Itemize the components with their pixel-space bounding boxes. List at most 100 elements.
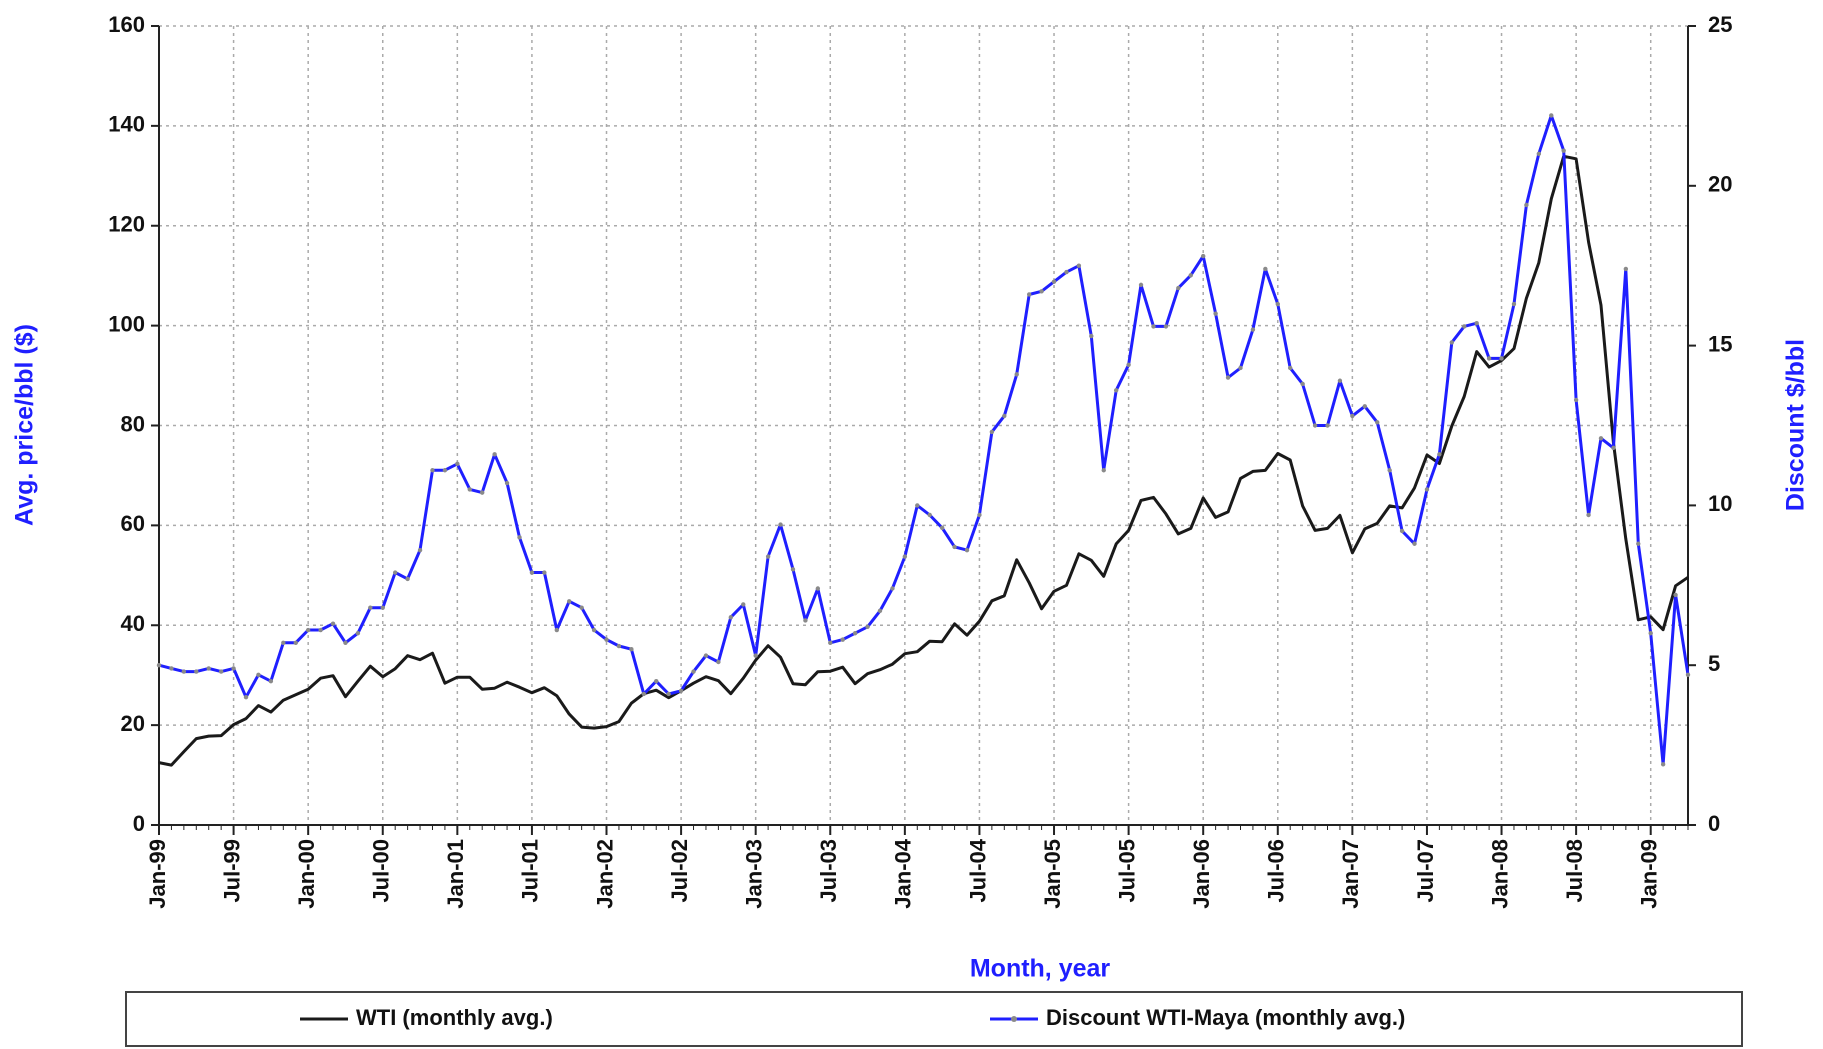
data-point bbox=[1685, 672, 1691, 677]
data-point bbox=[1413, 487, 1416, 489]
data-point bbox=[232, 723, 235, 726]
data-point bbox=[1376, 522, 1379, 525]
data-point bbox=[231, 666, 236, 671]
data-point bbox=[1600, 304, 1602, 306]
data-point bbox=[493, 687, 496, 689]
data-point bbox=[618, 720, 620, 723]
data-point bbox=[730, 692, 732, 695]
data-point bbox=[928, 640, 931, 643]
data-point bbox=[444, 682, 446, 684]
data-point bbox=[1189, 527, 1192, 530]
data-point bbox=[953, 622, 956, 625]
data-point bbox=[666, 691, 671, 697]
data-point bbox=[1140, 499, 1142, 502]
data-point bbox=[417, 547, 423, 553]
data-point bbox=[1238, 365, 1243, 371]
data-point bbox=[1064, 269, 1069, 275]
data-point bbox=[1289, 459, 1292, 461]
data-point bbox=[1387, 468, 1392, 473]
data-point bbox=[1525, 297, 1528, 299]
data-point bbox=[369, 665, 372, 667]
data-point bbox=[1026, 292, 1032, 297]
data-point bbox=[1003, 594, 1006, 597]
data-point bbox=[1339, 514, 1341, 517]
data-point bbox=[579, 605, 584, 610]
data-point bbox=[804, 683, 807, 686]
data-point bbox=[431, 652, 434, 655]
data-point bbox=[406, 654, 409, 657]
data-point bbox=[654, 678, 659, 684]
data-point bbox=[1014, 372, 1019, 377]
data-point bbox=[1250, 327, 1256, 332]
x-tick-label: Jan-03 bbox=[741, 839, 766, 909]
y2-tick-label: 15 bbox=[1708, 331, 1732, 356]
y2-tick-label: 20 bbox=[1708, 172, 1732, 197]
data-point bbox=[817, 670, 819, 673]
series-line bbox=[158, 154, 1689, 767]
data-point bbox=[218, 669, 224, 674]
data-point bbox=[195, 737, 198, 740]
data-point bbox=[941, 640, 943, 643]
data-point bbox=[206, 666, 211, 671]
data-point bbox=[181, 669, 187, 674]
data-point bbox=[692, 682, 695, 684]
x-tick-label: Jul-03 bbox=[816, 839, 841, 903]
data-point bbox=[1076, 263, 1082, 268]
y-tick-label: 60 bbox=[121, 511, 145, 536]
data-point bbox=[1573, 397, 1579, 403]
x-tick-label: Jan-02 bbox=[592, 839, 617, 909]
y-tick-label: 140 bbox=[108, 112, 145, 137]
data-point bbox=[1314, 529, 1316, 532]
data-point bbox=[1611, 445, 1616, 451]
data-point bbox=[1337, 378, 1343, 383]
data-point bbox=[1200, 253, 1206, 259]
data-point bbox=[1051, 279, 1057, 284]
data-point bbox=[616, 643, 622, 649]
data-point bbox=[380, 605, 385, 610]
legend-label: WTI (monthly avg.) bbox=[356, 1005, 553, 1030]
data-point bbox=[405, 576, 410, 582]
data-point bbox=[1002, 413, 1007, 419]
y-tick-label: 120 bbox=[108, 212, 145, 237]
data-point bbox=[344, 695, 347, 698]
y-tick-label: 100 bbox=[108, 311, 145, 336]
data-point bbox=[156, 663, 162, 668]
data-point bbox=[753, 653, 758, 658]
y2-axis-label: Discount $/bbl bbox=[1782, 339, 1810, 511]
x-tick-label: Jul-04 bbox=[965, 838, 990, 902]
data-point bbox=[554, 627, 559, 633]
data-point bbox=[455, 461, 460, 467]
data-point bbox=[779, 656, 782, 659]
data-point bbox=[270, 711, 272, 713]
data-point bbox=[294, 693, 297, 696]
data-point bbox=[480, 490, 485, 495]
data-point bbox=[158, 761, 160, 764]
data-point bbox=[542, 570, 547, 575]
data-point bbox=[1388, 505, 1391, 507]
data-point bbox=[1674, 584, 1677, 587]
data-point bbox=[1598, 436, 1604, 441]
data-point bbox=[1275, 301, 1280, 307]
data-point bbox=[1437, 452, 1442, 457]
x-tick-label: Jan-08 bbox=[1487, 839, 1512, 909]
data-point bbox=[1040, 607, 1043, 610]
data-point bbox=[1660, 762, 1666, 767]
data-point bbox=[915, 503, 920, 508]
data-point bbox=[243, 694, 249, 700]
data-point bbox=[1177, 533, 1180, 535]
data-point bbox=[815, 586, 821, 591]
data-point bbox=[1375, 420, 1380, 425]
data-point bbox=[1276, 452, 1279, 455]
data-point bbox=[1263, 266, 1268, 272]
data-point bbox=[357, 680, 359, 682]
data-point bbox=[916, 650, 919, 653]
data-point bbox=[318, 627, 323, 633]
data-point bbox=[927, 512, 932, 518]
data-point bbox=[667, 696, 670, 699]
data-point bbox=[1511, 301, 1517, 307]
data-point bbox=[1165, 513, 1167, 515]
data-point bbox=[1126, 362, 1131, 367]
data-point bbox=[790, 567, 796, 572]
data-point bbox=[678, 688, 684, 693]
data-point bbox=[1449, 340, 1455, 345]
